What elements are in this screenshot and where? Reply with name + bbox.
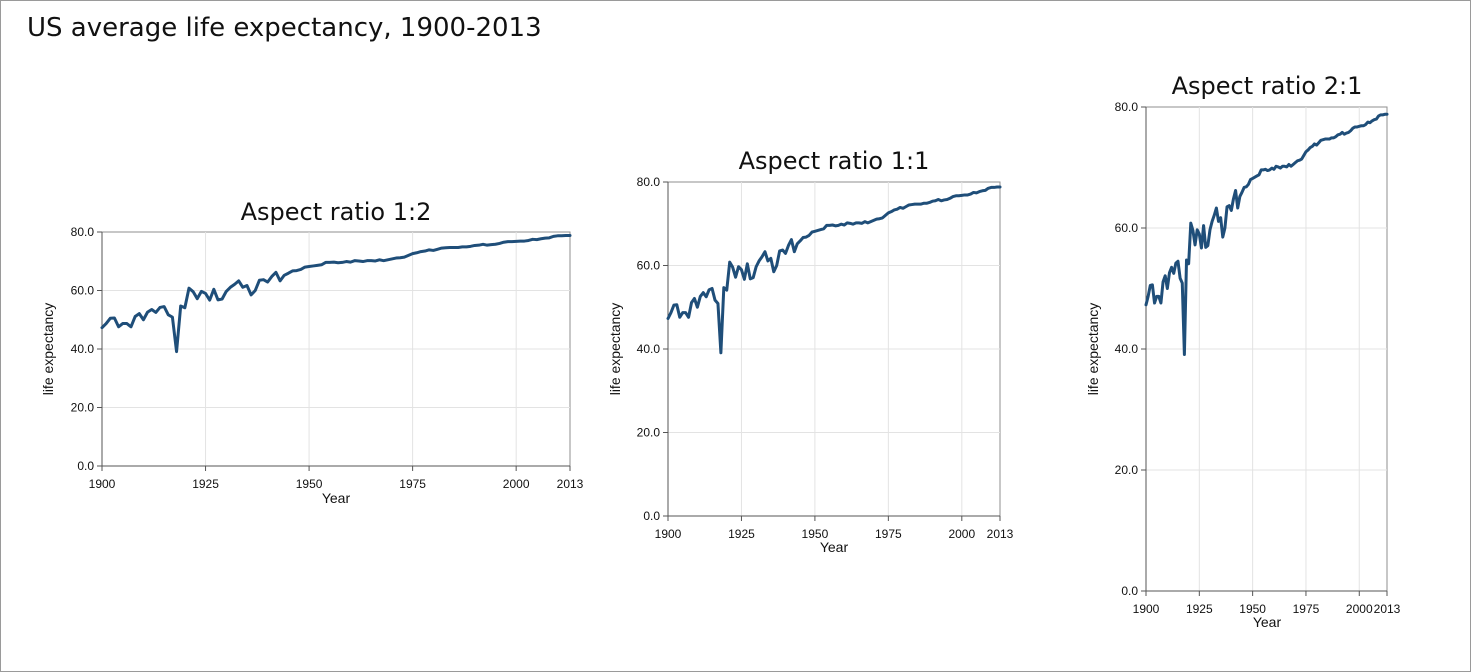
x-tick-label: 1925	[1186, 602, 1213, 616]
x-tick-label: 2000	[503, 477, 530, 491]
y-tick-label: 80.0	[1115, 100, 1139, 114]
x-tick-label: 1975	[875, 527, 902, 541]
x-tick-label: 2013	[1374, 602, 1401, 616]
series-line-life-expectancy	[1144, 112, 1389, 356]
chart-aspect-2-1: Aspect ratio 2:1 0.0 20.0 40.0 60.0 80.0 1900…	[1085, 72, 1401, 630]
chart-title: Aspect ratio 1:2	[241, 198, 432, 226]
x-tick-label: 1975	[399, 477, 426, 491]
chart-title: Aspect ratio 1:1	[739, 147, 930, 175]
y-tick-label: 60.0	[71, 284, 95, 298]
series-line-life-expectancy	[666, 185, 1002, 355]
y-tick-label: 0.0	[643, 509, 660, 523]
chart-marks: 0.0 20.0 40.0 60.0 80.0 1900 1925 1950 1975 2000 2…	[1115, 100, 1401, 616]
x-axis-label: Year	[1253, 614, 1282, 630]
y-tick-label: 20.0	[71, 401, 95, 415]
y-tick-label: 0.0	[1121, 584, 1138, 598]
x-tick-label: 2013	[557, 477, 584, 491]
figure-title: US average life expectancy, 1900-2013	[27, 13, 542, 43]
x-tick-label: 1950	[802, 527, 829, 541]
x-tick-label: 1900	[89, 477, 116, 491]
y-tick-label: 20.0	[1115, 463, 1139, 477]
chart-aspect-1-1: Aspect ratio 1:1 0.0 20.0 40.0 60.0 80.0 1900…	[607, 147, 1014, 555]
series-line-life-expectancy	[100, 234, 572, 354]
y-tick-label: 20.0	[637, 426, 661, 440]
x-axis-label: Year	[322, 490, 351, 506]
x-tick-label: 2013	[987, 527, 1014, 541]
x-tick-label: 1900	[1133, 602, 1160, 616]
y-tick-label: 40.0	[637, 342, 661, 356]
x-tick-label: 2000	[1346, 602, 1373, 616]
y-tick-label: 0.0	[77, 459, 94, 473]
chart-title: Aspect ratio 2:1	[1172, 72, 1363, 100]
x-tick-label: 1925	[192, 477, 219, 491]
y-tick-label: 60.0	[637, 259, 661, 273]
x-tick-label: 1975	[1293, 602, 1320, 616]
y-tick-label: 40.0	[71, 342, 95, 356]
y-tick-label: 80.0	[637, 175, 661, 189]
y-tick-label: 80.0	[71, 225, 95, 239]
x-axis-label: Year	[820, 539, 849, 555]
y-axis-label: life expectancy	[40, 303, 56, 396]
chart-marks: 0.0 20.0 40.0 60.0 80.0 1900 1925 1950 1975 2000 2…	[637, 175, 1014, 541]
x-tick-label: 1950	[296, 477, 323, 491]
x-tick-label: 1900	[655, 527, 682, 541]
y-tick-label: 40.0	[1115, 342, 1139, 356]
x-tick-label: 2000	[948, 527, 975, 541]
y-axis-label: life expectancy	[1085, 303, 1101, 396]
y-axis-label: life expectancy	[607, 303, 623, 396]
x-tick-label: 1950	[1239, 602, 1266, 616]
chart-marks: 0.0 20.0 40.0 60.0 80.0 1900 1925 1950 1975 2000 2…	[71, 225, 584, 491]
chart-aspect-1-2: Aspect ratio 1:2 0.0 20.0 40.0 60.0 80.0 1900…	[40, 198, 584, 506]
y-tick-label: 60.0	[1115, 221, 1139, 235]
x-tick-label: 1925	[728, 527, 755, 541]
